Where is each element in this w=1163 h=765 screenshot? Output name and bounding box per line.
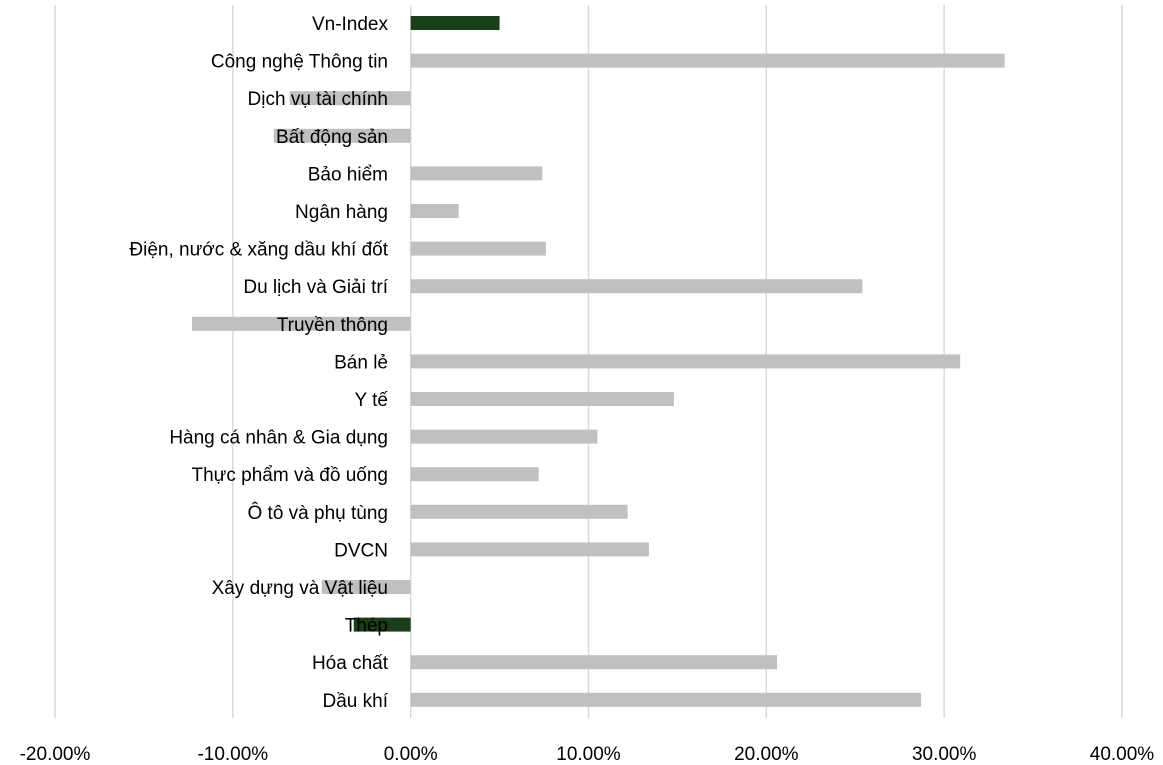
category-label: DVCN (334, 540, 388, 561)
category-label: Du lịch và Giải trí (243, 277, 388, 298)
category-label: Hóa chất (312, 653, 389, 674)
category-label: Bất động sản (276, 127, 388, 148)
bar (410, 354, 961, 369)
bar (410, 204, 459, 218)
category-label: Bảo hiểm (308, 164, 388, 185)
category-label: Bán lẻ (334, 352, 388, 373)
bar (353, 617, 411, 632)
bar (410, 655, 778, 670)
category-label: Công nghệ Thông tin (211, 52, 388, 73)
category-label: Hàng cá nhân & Gia dụng (169, 428, 388, 449)
category-label: Vn-Index (312, 14, 389, 35)
bar (410, 392, 674, 406)
bar (410, 53, 1005, 68)
bar (410, 692, 922, 707)
category-label: Y tế (355, 390, 389, 411)
category-label: Truyền thông (277, 315, 388, 336)
category-label: Ô tô và phụ tùng (248, 502, 389, 524)
bar (410, 429, 598, 444)
x-tick-label: 10.00% (556, 744, 621, 765)
bars (191, 16, 1005, 707)
category-label: Dầu khí (323, 691, 389, 712)
category-labels: Vn-Index Công nghệ Thông tin Dịch vụ tài c… (129, 14, 388, 712)
x-tick-label: 20.00% (734, 744, 799, 765)
bar (410, 467, 539, 482)
category-label: Dịch vụ tài chính (248, 89, 388, 110)
bar (321, 580, 411, 594)
category-label: Xây dựng và Vật liệu (212, 578, 388, 599)
bar (410, 279, 863, 294)
x-tick-label: 40.00% (1090, 744, 1155, 765)
bar (273, 128, 411, 143)
bar (410, 166, 543, 181)
x-axis-tick-labels: -20.00% -10.00% 0.00% 10.00% 20.00% 30.00% 40.… (20, 744, 1155, 765)
x-tick-label: -20.00% (20, 744, 91, 765)
bar (410, 241, 546, 256)
category-label: Điện, nước & xăng dầu khí đốt (129, 240, 388, 261)
x-tick-label: 30.00% (912, 744, 977, 765)
bar (410, 504, 628, 519)
bar (410, 542, 649, 557)
category-label: Thực phẩm và đồ uống (191, 465, 388, 486)
bar (191, 316, 411, 331)
x-tick-label: -10.00% (197, 744, 268, 765)
bar (410, 16, 500, 30)
x-tick-label: 0.00% (384, 744, 438, 765)
category-label: Thép (345, 616, 388, 637)
bar (289, 91, 411, 106)
category-label: Ngân hàng (295, 202, 388, 223)
